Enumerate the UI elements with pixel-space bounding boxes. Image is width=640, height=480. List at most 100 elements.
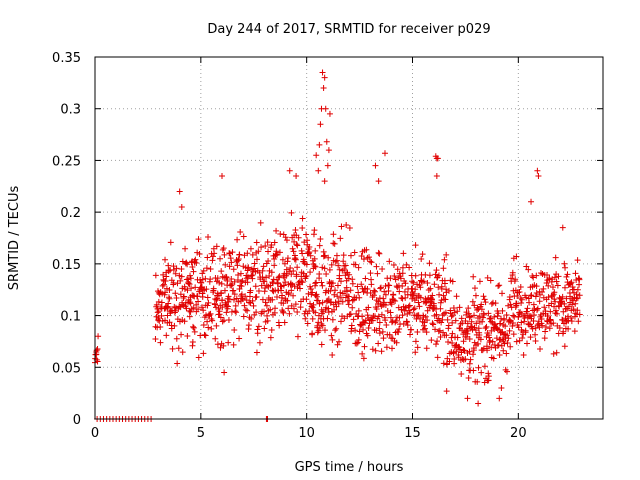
data-point [240,313,247,320]
data-point [199,276,206,283]
data-point [286,310,293,317]
data-point [481,363,488,370]
data-point [423,345,430,352]
data-point [282,279,289,286]
data-point [297,304,304,311]
data-point [422,325,429,332]
data-point [549,284,556,291]
data-point [491,313,498,320]
data-point [376,250,383,257]
data-point [470,345,477,352]
data-point [348,322,355,329]
data-point [173,265,180,272]
data-point [525,266,532,273]
data-point [355,336,362,343]
data-point [561,260,568,267]
data-point [434,338,441,345]
data-point [417,284,424,291]
data-point [152,335,159,342]
data-point [479,318,486,325]
data-point [172,270,179,277]
data-point [155,308,162,315]
data-point [364,312,371,319]
data-point [576,281,583,288]
data-point [574,286,581,293]
data-point [214,275,221,282]
data-point [154,309,161,316]
data-point [507,343,514,350]
data-point [234,276,241,283]
data-point [360,355,367,362]
data-point [94,358,101,365]
data-point [371,287,378,294]
data-point [160,281,167,288]
data-point [318,279,325,286]
data-point [294,333,301,340]
data-point [245,264,252,271]
data-point-outlier [534,167,541,174]
data-point [428,337,435,344]
data-point [574,307,581,314]
data-point-outlier [176,188,183,195]
data-point-outlier [219,172,225,179]
data-point-outlier [498,384,505,391]
data-point [294,309,301,316]
data-point [555,273,562,280]
data-point [455,343,462,350]
data-point [333,257,340,264]
data-point [240,233,247,240]
data-point [355,307,362,314]
data-point [438,283,445,290]
data-point [541,304,548,311]
data-point [372,288,379,295]
data-point [458,315,465,322]
data-point [412,349,419,356]
data-point [303,296,310,303]
data-point [290,292,297,299]
data-point [387,299,394,306]
data-point [166,295,173,302]
data-point [501,315,508,322]
data-point [570,306,577,313]
data-point [329,351,336,358]
data-point [465,375,472,382]
data-point [250,265,257,272]
chart-title: Day 244 of 2017, SRMTID for receiver p02… [207,22,490,37]
data-point [236,251,243,258]
data-point [562,264,569,271]
data-point [367,258,374,265]
data-point [474,378,481,385]
data-point [387,314,394,321]
data-point [297,285,304,292]
data-point [190,324,197,331]
data-point [396,314,403,321]
data-point [333,325,340,332]
data-point [426,260,433,267]
data-point [237,270,244,277]
data-point [436,327,443,334]
data-point [228,276,235,283]
data-point [425,287,432,294]
data-point [539,322,546,329]
data-point [164,303,171,310]
data-point [510,319,517,326]
data-point [340,258,347,265]
data-point [310,301,317,308]
data-point-outlier [321,74,328,81]
data-point [478,306,485,313]
data-point [484,347,491,354]
data-point [408,326,415,333]
data-point [254,330,261,337]
data-point [199,270,206,277]
data-point [255,248,262,255]
y-axis-title: SRMTID / TECUs [7,186,22,291]
data-point [261,325,268,332]
data-point [572,270,579,277]
data-point [249,297,256,304]
data-point [381,288,388,295]
data-point [369,317,376,324]
data-point [271,256,278,263]
data-point [437,305,444,312]
data-point [354,283,361,290]
data-point [261,278,268,285]
